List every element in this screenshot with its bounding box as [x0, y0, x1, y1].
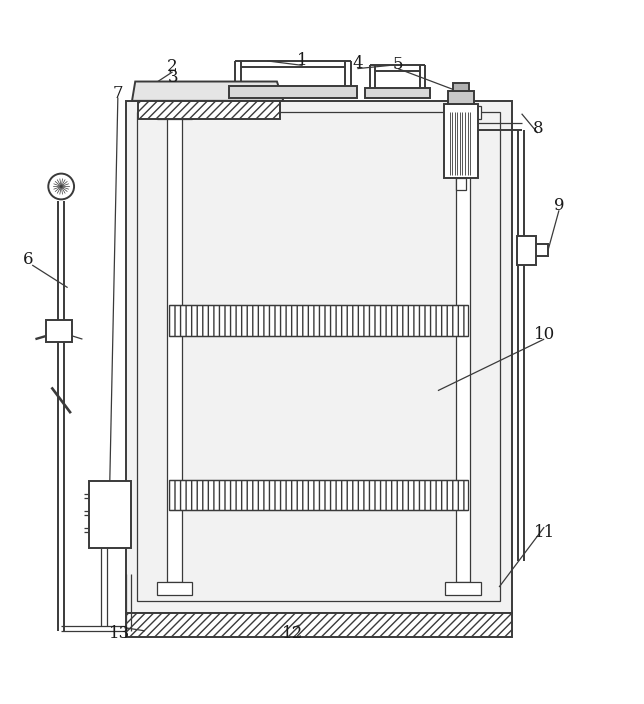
Text: 6: 6: [23, 251, 33, 268]
Text: 2: 2: [167, 58, 178, 75]
Bar: [365, 88, 430, 98]
Bar: [126, 101, 512, 612]
Bar: [446, 582, 480, 595]
Bar: [167, 119, 182, 582]
Bar: [456, 178, 466, 189]
Text: 5: 5: [393, 56, 403, 73]
Bar: [169, 479, 468, 510]
Text: 7: 7: [113, 84, 123, 101]
Bar: [517, 236, 536, 265]
Bar: [89, 481, 131, 548]
Text: 1: 1: [298, 52, 308, 69]
Text: 9: 9: [554, 197, 564, 214]
Text: 8: 8: [533, 120, 543, 137]
Text: 11: 11: [534, 524, 554, 541]
Text: 12: 12: [283, 625, 303, 642]
Bar: [126, 612, 512, 637]
Bar: [456, 119, 470, 582]
Bar: [448, 92, 474, 104]
Polygon shape: [138, 101, 280, 119]
Bar: [46, 320, 72, 342]
Bar: [444, 104, 478, 178]
Bar: [446, 106, 480, 119]
Text: 3: 3: [167, 69, 178, 86]
Bar: [137, 113, 500, 601]
Bar: [156, 582, 192, 595]
Bar: [169, 306, 468, 337]
Bar: [229, 86, 357, 98]
Polygon shape: [132, 82, 283, 101]
Text: 4: 4: [352, 55, 363, 72]
Bar: [156, 106, 192, 119]
Bar: [453, 84, 469, 92]
Text: 10: 10: [534, 326, 554, 343]
Text: 13: 13: [109, 625, 129, 642]
